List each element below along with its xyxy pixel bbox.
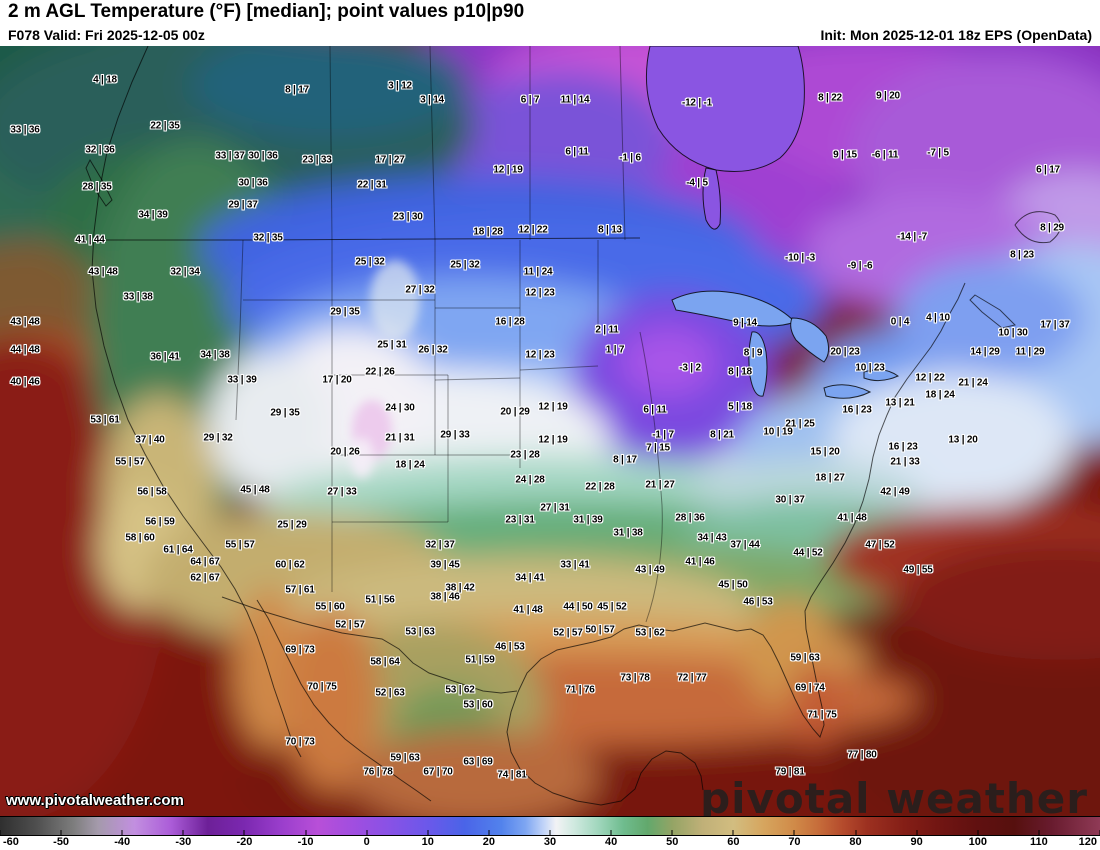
watermark-url: www.pivotalweather.com xyxy=(6,792,184,809)
colorbar-tick-mark xyxy=(0,830,1,835)
colorbar-tick-mark xyxy=(610,830,612,835)
colorbar-tick-label: 40 xyxy=(604,836,618,848)
colorbar-tick-mark xyxy=(977,830,979,835)
colorbar-tick-mark xyxy=(855,830,857,835)
colorbar: -60 -50 -40 -30 -20 -10 0 10 20 30 40 50 60 70 80 90 100… xyxy=(0,816,1100,850)
lake-michigan xyxy=(748,331,768,397)
colorbar-tick-mark xyxy=(305,830,307,835)
temperature-field xyxy=(0,46,1100,816)
state-borders xyxy=(235,46,663,623)
temperature-map-canvas xyxy=(0,46,1100,816)
colorbar-tick-mark xyxy=(366,830,368,835)
colorbar-tick-label: 70 xyxy=(788,836,801,848)
colorbar-tick-label: 10 xyxy=(421,836,434,848)
colorbar-tick-label: 60 xyxy=(727,836,740,848)
colorbar-tick-label: 110 xyxy=(1030,836,1048,848)
colorbar-tick-mark xyxy=(488,830,490,835)
colorbar-tick-mark xyxy=(1038,830,1040,835)
colorbar-tick-label: -50 xyxy=(53,836,70,848)
colorbar-tick-mark xyxy=(60,830,62,835)
colorbar-tick-mark xyxy=(182,830,184,835)
colorbar-tick-mark xyxy=(427,830,429,835)
map-header: 2 m AGL Temperature (°F) [median]; point… xyxy=(0,0,1100,46)
terrain-detail xyxy=(350,260,420,478)
colorbar-tick-label: -40 xyxy=(114,836,131,848)
colorbar-tick-label: -60 xyxy=(3,836,19,848)
colorbar-tick-label: 0 xyxy=(363,836,370,848)
colorbar-tick-mark xyxy=(916,830,918,835)
colorbar-tick-label: 50 xyxy=(666,836,679,848)
colorbar-tick-mark xyxy=(671,830,673,835)
colorbar-tick-mark xyxy=(549,830,551,835)
lake-huron xyxy=(790,317,830,363)
page-title: 2 m AGL Temperature (°F) [median]; point… xyxy=(8,1,525,22)
hudson-bay xyxy=(645,46,805,172)
colorbar-tick-mark xyxy=(121,830,123,835)
colorbar-tick-label: 100 xyxy=(968,836,987,848)
pivotal-weather-logo: pivotal weather xyxy=(700,774,1088,823)
lake-erie xyxy=(823,384,872,399)
colorbar-tick-label: 20 xyxy=(482,836,495,848)
colorbar-tick-label: 120 xyxy=(1078,836,1097,848)
colorbar-ticks: -60 -50 -40 -30 -20 -10 0 10 20 30 40 50 60 70 80 90 100… xyxy=(0,836,1100,850)
colorbar-tick-mark xyxy=(243,830,245,835)
colorbar-gradient xyxy=(0,816,1100,836)
lake-ontario xyxy=(863,369,900,382)
colorbar-tick-label: -20 xyxy=(236,836,253,848)
colorbar-tick-label: 90 xyxy=(910,836,923,848)
valid-time-text: F078 Valid: Fri 2025-12-05 00z xyxy=(8,27,205,43)
colorbar-tick-label: 80 xyxy=(849,836,862,848)
colorbar-tick-label: -30 xyxy=(175,836,192,848)
colorbar-tick-label: 30 xyxy=(543,836,557,848)
water-bodies xyxy=(645,46,900,399)
james-bay xyxy=(702,167,721,230)
init-time-text: Init: Mon 2025-12-01 18z EPS (OpenData) xyxy=(820,27,1092,43)
temperature-field-svg xyxy=(0,46,1100,816)
coastlines-borders xyxy=(85,46,1061,806)
colorbar-tick-label: -10 xyxy=(297,836,314,848)
colorbar-tick-mark xyxy=(793,830,795,835)
colorbar-tick-mark xyxy=(732,830,734,835)
